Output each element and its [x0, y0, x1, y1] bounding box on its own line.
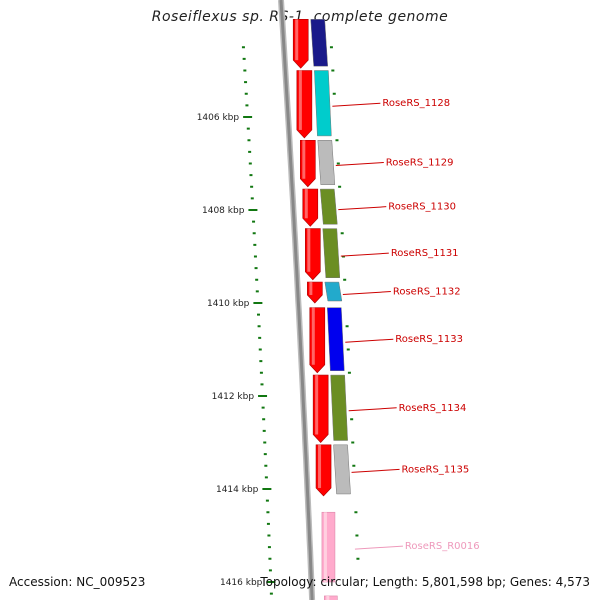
kbp-label: 1412 kbp — [212, 392, 255, 402]
cds-highlight — [309, 282, 313, 295]
gene-label: RoseRS_1128 — [382, 98, 450, 109]
gene-labels: RoseRS_1128 RoseRS_1129 RoseRS_1130 RoseRS_… — [332, 98, 480, 552]
topology-value: circular — [320, 575, 365, 589]
product-block — [317, 140, 336, 185]
kbp-label: 1416 kbp — [220, 578, 263, 588]
major-ticks: 1406 kbp 1408 kbp 1410 kbp 1412 kbp 1414 kbp… — [197, 113, 276, 588]
genome-backbone — [278, 0, 316, 600]
rna-block — [324, 595, 338, 600]
accession-prefix: Accession: — [9, 575, 77, 589]
label-leader — [342, 291, 391, 296]
product-block — [314, 70, 332, 137]
kbp-label: 1414 kbp — [216, 485, 259, 495]
label-leader — [340, 252, 389, 257]
cds-highlight — [304, 189, 308, 219]
gene-label: RoseRS_1132 — [393, 287, 461, 298]
accession-text: Accession: NC_009523 — [9, 575, 145, 589]
label-leader — [354, 545, 403, 550]
label-leader — [345, 338, 394, 343]
length-prefix: ; Length: — [364, 575, 422, 589]
gene-label: RoseRS_1135 — [402, 464, 470, 475]
gene-label: RoseRS_R0016 — [405, 541, 480, 552]
cds-highlight — [311, 307, 315, 365]
label-leader — [348, 407, 397, 412]
genome-title: Roseiflexus sp. RS-1, complete genome — [151, 9, 449, 25]
product-block — [310, 19, 328, 67]
label-leader — [332, 102, 381, 107]
gene-label: RoseRS_1133 — [395, 334, 463, 345]
label-leader — [351, 468, 400, 473]
cds-highlight — [318, 444, 322, 488]
label-leader — [338, 206, 387, 211]
rna-highlight — [323, 512, 327, 582]
product-block — [322, 228, 341, 278]
cds-highlight — [295, 19, 299, 61]
accession-value: NC_009523 — [76, 575, 146, 589]
topology-prefix: Topology: — [260, 575, 321, 589]
cds-highlight — [307, 228, 311, 272]
rna-highlight — [326, 595, 330, 600]
gene-label: RoseRS_1131 — [391, 248, 459, 259]
product-block — [330, 374, 348, 441]
cds-highlight — [302, 140, 306, 179]
product-block — [327, 307, 345, 371]
gene-label: RoseRS_1129 — [386, 158, 454, 169]
genes-value: 4,573 — [555, 575, 590, 589]
product-block — [324, 281, 343, 302]
cds-highlight — [298, 70, 302, 130]
topology-text: Topology: circular; Length: 5,801,598 bp… — [260, 575, 590, 589]
rna-block — [321, 511, 336, 583]
cds-highlight — [315, 375, 319, 435]
backbone-line — [279, 0, 314, 600]
label-leader — [335, 162, 384, 166]
gene-label: RoseRS_1130 — [388, 202, 456, 213]
product-block — [333, 444, 351, 495]
kbp-label: 1406 kbp — [197, 113, 240, 123]
product-block — [320, 188, 338, 225]
length-value: 5,801,598 bp — [421, 575, 502, 589]
minor-ticks — [241, 46, 360, 595]
kbp-label: 1410 kbp — [207, 299, 250, 309]
genes-prefix: ; Genes: — [502, 575, 556, 589]
gene-track — [292, 19, 351, 600]
kbp-label: 1408 kbp — [202, 206, 245, 216]
gene-label: RoseRS_1134 — [399, 403, 467, 414]
